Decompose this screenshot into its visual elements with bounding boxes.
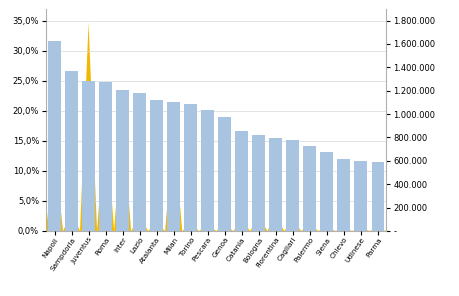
Bar (167, 102, 179, 231)
Bar (48, 41, 61, 231)
Bar (354, 161, 366, 231)
Bar (150, 100, 162, 231)
Polygon shape (46, 23, 386, 231)
Bar (82, 81, 95, 231)
Bar (371, 162, 383, 231)
Bar (116, 91, 129, 231)
Bar (286, 140, 298, 231)
Bar (303, 146, 315, 231)
Bar (184, 104, 196, 231)
Bar (252, 136, 264, 231)
Bar (269, 138, 281, 231)
Bar (235, 131, 247, 231)
Bar (201, 110, 213, 231)
Bar (99, 82, 112, 231)
Bar (133, 93, 146, 231)
Bar (218, 117, 230, 231)
Bar (65, 71, 78, 231)
Bar (337, 159, 349, 231)
Bar (320, 152, 332, 231)
